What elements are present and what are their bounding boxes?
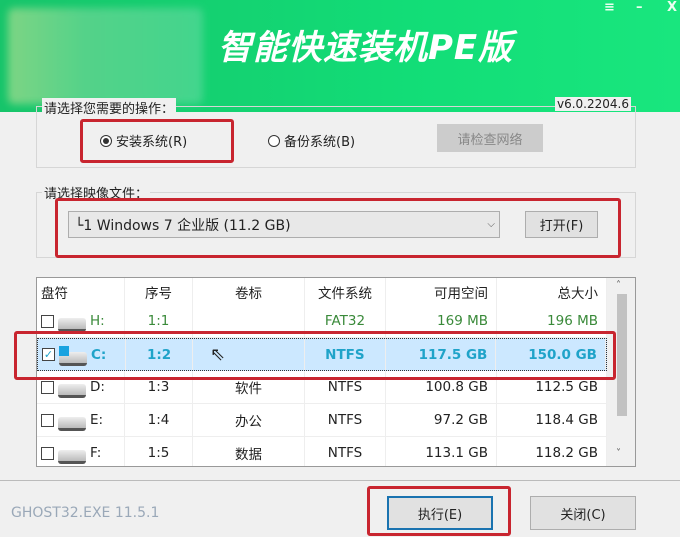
open-button[interactable]: 打开(F) xyxy=(525,211,598,238)
label-cell: 办公 xyxy=(193,404,305,436)
scroll-up-icon[interactable]: ˄ xyxy=(616,280,621,291)
column-header[interactable]: 总大小 xyxy=(497,278,607,305)
table-header: 盘符 序号 卷标 文件系统 可用空间 总大小 xyxy=(37,278,607,305)
drive-letter: F: xyxy=(90,445,102,461)
ghost-version: GHOST32.EXE 11.5.1 xyxy=(11,505,160,521)
drive-icon xyxy=(58,450,86,464)
close-icon[interactable]: X xyxy=(667,0,678,15)
drive-icon xyxy=(58,318,86,332)
column-header[interactable]: 文件系统 xyxy=(305,278,386,305)
close-button[interactable]: 关闭(C) xyxy=(530,496,636,530)
fs-cell: NTFS xyxy=(305,404,386,436)
highlight-box xyxy=(14,331,616,380)
fs-cell: NTFS xyxy=(305,437,386,466)
total-cell: 196 MB xyxy=(497,305,607,337)
index-cell: 1:2 xyxy=(126,339,194,370)
drive-icon xyxy=(58,417,86,431)
backup-radio[interactable]: 备份系统(B) xyxy=(268,131,355,150)
index-cell: 1:4 xyxy=(125,404,193,436)
scroll-down-icon[interactable]: ˅ xyxy=(616,448,621,459)
total-cell: 150.0 GB xyxy=(496,339,606,370)
free-cell: 100.8 GB xyxy=(386,371,497,403)
drive-icon xyxy=(58,384,86,398)
operation-group xyxy=(36,106,636,168)
table-row[interactable]: F: 1:5 数据 NTFS 113.1 GB 118.2 GB xyxy=(37,437,607,466)
menu-icon[interactable]: ≡ xyxy=(604,0,615,15)
drive-letter: D: xyxy=(90,379,105,395)
drive-cell: D: xyxy=(37,371,125,403)
scrollbar-thumb[interactable] xyxy=(617,294,627,416)
execute-button[interactable]: 执行(E) xyxy=(387,496,493,530)
label-cell: 数据 xyxy=(193,437,305,466)
drive-cell: E: xyxy=(37,404,125,436)
checkbox[interactable] xyxy=(41,446,54,460)
drive-letter: E: xyxy=(90,412,104,428)
table-row[interactable]: E: 1:4 办公 NTFS 97.2 GB 118.4 GB xyxy=(37,404,607,437)
table-row[interactable]: ✓ C: 1:2 NTFS 117.5 GB 150.0 GB xyxy=(37,338,607,371)
checkbox[interactable] xyxy=(41,413,54,427)
total-cell: 118.4 GB xyxy=(497,404,607,436)
table-row[interactable]: D: 1:3 软件 NTFS 100.8 GB 112.5 GB xyxy=(37,371,607,404)
highlight-box xyxy=(367,486,511,536)
image-select[interactable]: └1 Windows 7 企业版 (11.2 GB) ⌵ xyxy=(68,211,500,238)
fs-cell: FAT32 xyxy=(305,305,386,337)
label-cell: 软件 xyxy=(193,371,305,403)
drive-cell: F: xyxy=(37,437,125,466)
mouse-cursor-icon: ⇖ xyxy=(210,344,226,365)
install-radio[interactable]: 安装系统(R) xyxy=(100,131,187,150)
column-header[interactable]: 可用空间 xyxy=(386,278,497,305)
checkbox[interactable] xyxy=(41,314,54,328)
free-cell: 169 MB xyxy=(386,305,497,337)
windows-icon xyxy=(59,345,69,356)
highlight-box xyxy=(55,198,621,258)
index-cell: 1:3 xyxy=(125,371,193,403)
column-header[interactable]: 盘符 xyxy=(37,278,125,305)
highlight-box xyxy=(80,119,234,163)
drive-cell: H: xyxy=(37,305,125,337)
logo-blurred xyxy=(8,8,203,104)
radio-checked-icon xyxy=(100,134,112,147)
partition-table: 盘符 序号 卷标 文件系统 可用空间 总大小 H: 1:1 FAT32 169 … xyxy=(36,277,636,467)
checkbox[interactable]: ✓ xyxy=(42,348,55,361)
minimize-icon[interactable]: – xyxy=(636,0,643,15)
free-cell: 113.1 GB xyxy=(386,437,497,466)
chevron-down-icon: ⌵ xyxy=(487,219,495,230)
scrollbar[interactable]: ˄ ˅ xyxy=(607,278,635,466)
column-header[interactable]: 序号 xyxy=(125,278,193,305)
check-network-button[interactable]: 请检查网络 xyxy=(437,124,543,152)
header-banner: 智能快速装机PE版 ≡ – X xyxy=(0,0,680,112)
drive-letter: H: xyxy=(90,313,105,329)
drive-icon xyxy=(59,345,87,366)
index-cell: 1:5 xyxy=(125,437,193,466)
install-label: 安装系统(R) xyxy=(116,135,188,150)
image-select-value: └1 Windows 7 企业版 (11.2 GB) xyxy=(75,217,291,234)
free-cell: 117.5 GB xyxy=(386,339,497,370)
drive-letter: C: xyxy=(91,346,107,363)
column-header[interactable]: 卷标 xyxy=(193,278,305,305)
fs-cell: NTFS xyxy=(305,339,386,370)
table-row[interactable]: H: 1:1 FAT32 169 MB 196 MB xyxy=(37,305,607,338)
app-title: 智能快速装机PE版 xyxy=(218,28,514,68)
version-text: v6.0.2204.6 xyxy=(555,97,631,111)
drive-cell: ✓ C: xyxy=(38,339,126,370)
radio-unchecked-icon xyxy=(268,134,280,147)
index-cell: 1:1 xyxy=(125,305,193,337)
operation-label: 请选择您需要的操作： xyxy=(42,98,177,117)
label-cell xyxy=(193,339,306,370)
backup-label: 备份系统(B) xyxy=(284,135,356,150)
label-cell xyxy=(193,305,305,337)
total-cell: 118.2 GB xyxy=(497,437,607,466)
fs-cell: NTFS xyxy=(305,371,386,403)
checkbox[interactable] xyxy=(41,380,54,394)
total-cell: 112.5 GB xyxy=(497,371,607,403)
free-cell: 97.2 GB xyxy=(386,404,497,436)
footer-divider xyxy=(0,480,680,481)
